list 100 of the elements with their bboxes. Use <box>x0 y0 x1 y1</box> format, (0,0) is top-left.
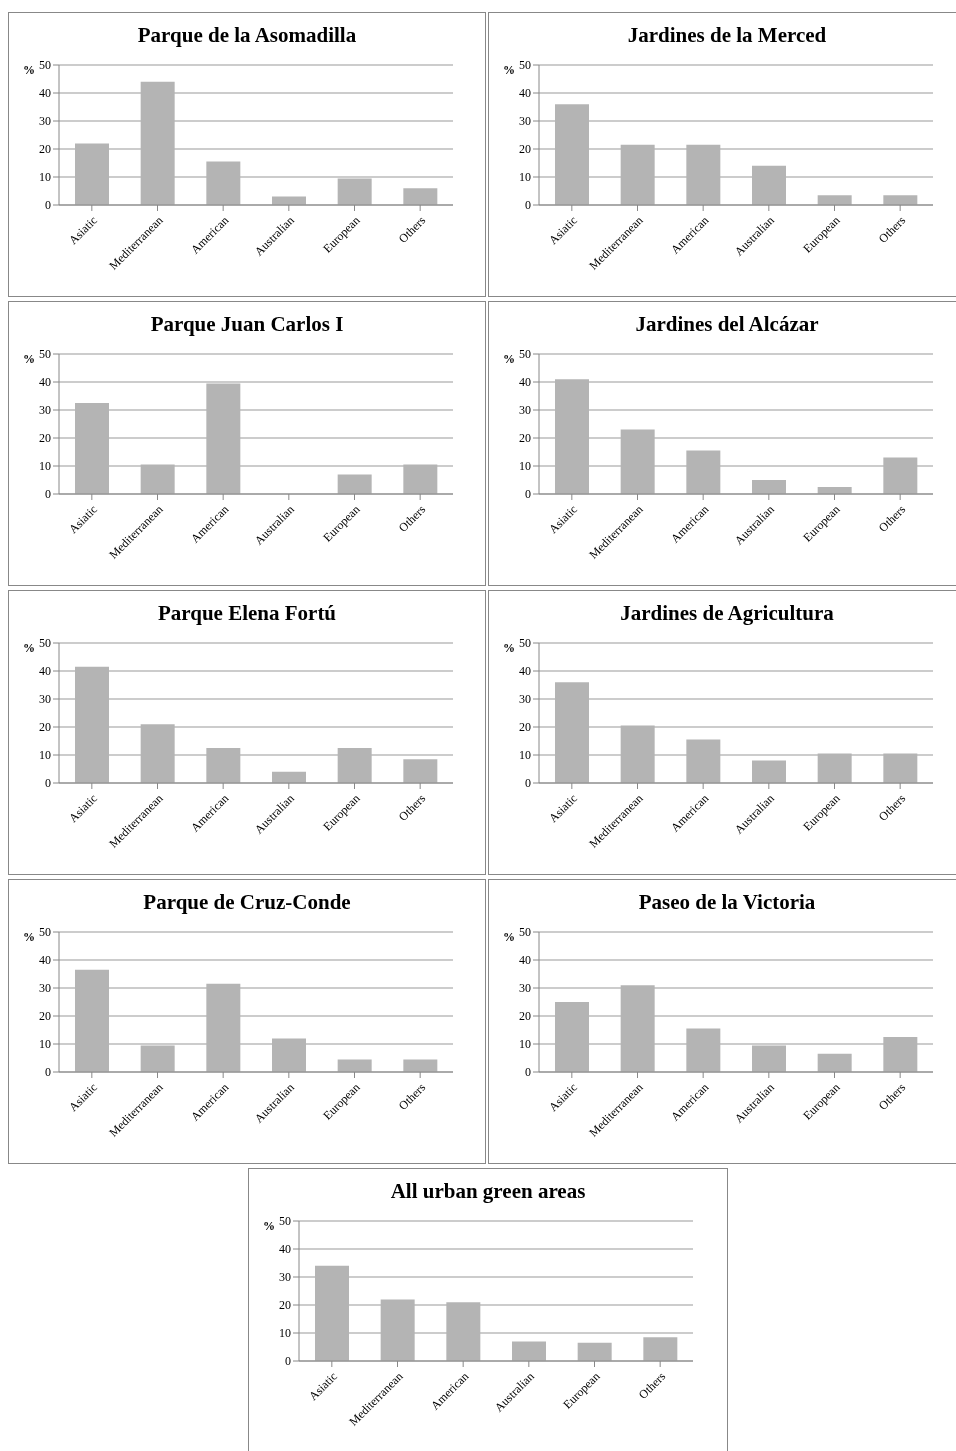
bar <box>817 1053 852 1072</box>
y-tick-label: 50 <box>519 636 531 651</box>
bar <box>272 1038 306 1072</box>
y-axis-title: % <box>503 352 515 367</box>
y-tick-label: 10 <box>279 1326 291 1341</box>
y-tick-label: 0 <box>525 1065 531 1080</box>
bar <box>686 739 721 783</box>
y-tick-label: 40 <box>279 1242 291 1257</box>
bar <box>403 1059 438 1072</box>
y-tick-label: 40 <box>39 953 51 968</box>
y-tick-label: 50 <box>39 925 51 940</box>
y-tick-label: 30 <box>39 981 51 996</box>
y-tick-label: 30 <box>519 114 531 129</box>
y-tick-label: 20 <box>39 720 51 735</box>
y-axis-title: % <box>23 930 35 945</box>
bar <box>403 188 438 205</box>
y-tick-label: 0 <box>45 198 51 213</box>
bar <box>75 969 109 1072</box>
y-tick-label: 30 <box>39 403 51 418</box>
bar <box>883 1037 918 1072</box>
chart-title: Jardines del Alcázar <box>634 312 820 338</box>
bar <box>75 403 109 494</box>
bar <box>752 760 786 783</box>
y-tick-label: 40 <box>39 664 51 679</box>
bar <box>643 1337 678 1361</box>
bar <box>140 724 175 783</box>
bar <box>337 178 372 205</box>
y-tick-label: 20 <box>279 1298 291 1313</box>
bar <box>206 748 241 783</box>
bar <box>620 985 655 1072</box>
y-tick-label: 10 <box>39 748 51 763</box>
chart-title: Parque de Cruz-Conde <box>142 890 352 916</box>
y-axis-title: % <box>503 930 515 945</box>
y-tick-label: 0 <box>285 1354 291 1369</box>
bar <box>883 457 918 494</box>
bar <box>555 379 589 494</box>
bar <box>817 753 852 783</box>
bar <box>752 480 786 494</box>
bar <box>315 1265 349 1361</box>
y-tick-label: 0 <box>45 776 51 791</box>
chart-title: Parque Juan Carlos I <box>149 312 345 338</box>
y-tick-label: 50 <box>279 1214 291 1229</box>
y-axis-title: % <box>503 641 515 656</box>
bar <box>752 165 786 205</box>
y-tick-label: 0 <box>45 1065 51 1080</box>
y-tick-label: 30 <box>39 114 51 129</box>
bar <box>140 1045 175 1072</box>
bar <box>752 1045 786 1072</box>
y-tick-label: 30 <box>519 692 531 707</box>
bar <box>620 429 655 494</box>
y-tick-label: 30 <box>279 1270 291 1285</box>
y-tick-label: 50 <box>39 636 51 651</box>
chart-title: Jardines de Agricultura <box>619 601 835 627</box>
y-tick-label: 20 <box>39 1009 51 1024</box>
y-tick-label: 20 <box>39 142 51 157</box>
chart-title: Jardines de la Merced <box>626 23 828 49</box>
y-axis-title: % <box>23 641 35 656</box>
bar <box>512 1341 546 1361</box>
bar <box>577 1342 612 1361</box>
bar <box>446 1302 481 1361</box>
bar <box>75 143 109 205</box>
y-tick-label: 40 <box>39 86 51 101</box>
y-tick-label: 10 <box>519 748 531 763</box>
y-tick-label: 50 <box>519 58 531 73</box>
chart-title: All urban green areas <box>389 1179 587 1205</box>
y-axis-title: % <box>263 1219 275 1234</box>
y-tick-label: 0 <box>525 198 531 213</box>
y-tick-label: 40 <box>519 86 531 101</box>
chart-title: Parque de la Asomadilla <box>136 23 358 49</box>
y-tick-label: 0 <box>45 487 51 502</box>
bar <box>206 983 241 1072</box>
y-tick-label: 30 <box>39 692 51 707</box>
y-tick-label: 20 <box>519 1009 531 1024</box>
y-tick-label: 50 <box>39 347 51 362</box>
bar <box>686 1028 721 1072</box>
y-axis-title: % <box>23 352 35 367</box>
bar <box>206 383 241 494</box>
bar <box>140 81 175 205</box>
bar <box>403 464 438 494</box>
y-axis-title: % <box>503 63 515 78</box>
bar <box>206 161 241 205</box>
bar <box>883 195 918 205</box>
chart-title: Parque Elena Fortú <box>156 601 338 627</box>
bar <box>686 450 721 494</box>
bar <box>555 1002 589 1072</box>
bar <box>620 144 655 205</box>
y-tick-label: 50 <box>39 58 51 73</box>
bar <box>337 474 372 494</box>
bar <box>686 144 721 205</box>
bar <box>555 682 589 783</box>
y-tick-label: 0 <box>525 487 531 502</box>
y-tick-label: 10 <box>39 170 51 185</box>
bar <box>75 666 109 783</box>
y-tick-label: 10 <box>519 1037 531 1052</box>
y-tick-label: 40 <box>39 375 51 390</box>
y-tick-label: 50 <box>519 347 531 362</box>
bar <box>555 104 589 205</box>
bar <box>883 753 918 783</box>
y-tick-label: 0 <box>525 776 531 791</box>
bar <box>380 1299 415 1361</box>
